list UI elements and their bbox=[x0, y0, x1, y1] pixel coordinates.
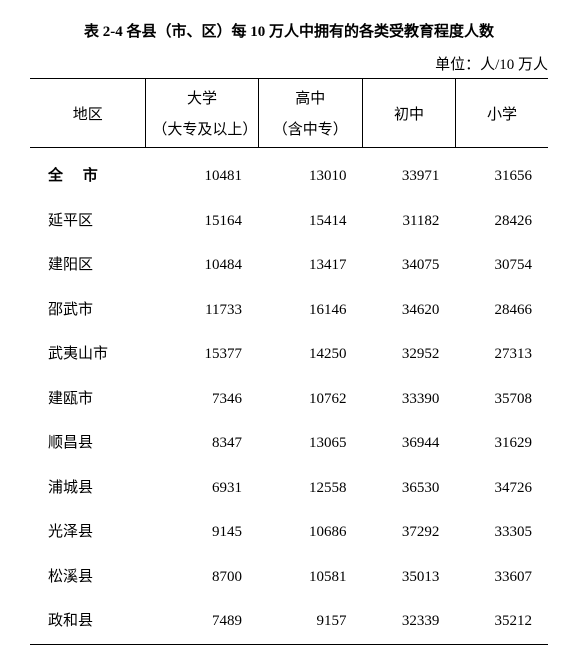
table-row: 政和县748991573233935212 bbox=[30, 599, 548, 644]
col-high-sub: （含中专） bbox=[265, 118, 356, 139]
cell-univ: 11733 bbox=[146, 288, 258, 333]
col-univ-main: 大学 bbox=[152, 87, 251, 108]
cell-univ: 9145 bbox=[146, 510, 258, 555]
cell-middle: 34620 bbox=[363, 288, 456, 333]
table-row: 松溪县8700105813501333607 bbox=[30, 555, 548, 600]
cell-region: 顺昌县 bbox=[30, 421, 146, 466]
cell-primary: 31629 bbox=[455, 421, 548, 466]
cell-primary: 33305 bbox=[455, 510, 548, 555]
cell-high: 10581 bbox=[258, 555, 362, 600]
table-row: 浦城县6931125583653034726 bbox=[30, 466, 548, 511]
cell-region: 全 市 bbox=[30, 148, 146, 199]
cell-primary: 34726 bbox=[455, 466, 548, 511]
cell-primary: 30754 bbox=[455, 243, 548, 288]
table-row: 全 市10481130103397131656 bbox=[30, 148, 548, 199]
cell-univ: 7489 bbox=[146, 599, 258, 644]
cell-middle: 37292 bbox=[363, 510, 456, 555]
cell-univ: 8347 bbox=[146, 421, 258, 466]
table-body: 全 市10481130103397131656延平区15164154143118… bbox=[30, 148, 548, 645]
table-row: 顺昌县8347130653694431629 bbox=[30, 421, 548, 466]
cell-high: 12558 bbox=[258, 466, 362, 511]
cell-primary: 35708 bbox=[455, 377, 548, 422]
col-primary: 小学 bbox=[455, 79, 548, 148]
cell-middle: 36530 bbox=[363, 466, 456, 511]
cell-univ: 10481 bbox=[146, 148, 258, 199]
cell-region: 武夷山市 bbox=[30, 332, 146, 377]
col-univ-sub: （大专及以上） bbox=[152, 118, 251, 139]
col-university: 大学 （大专及以上） bbox=[146, 79, 258, 148]
cell-high: 14250 bbox=[258, 332, 362, 377]
cell-high: 13065 bbox=[258, 421, 362, 466]
cell-region: 松溪县 bbox=[30, 555, 146, 600]
cell-middle: 33971 bbox=[363, 148, 456, 199]
cell-univ: 6931 bbox=[146, 466, 258, 511]
table-title: 表 2-4 各县（市、区）每 10 万人中拥有的各类受教育程度人数 bbox=[30, 20, 548, 41]
cell-primary: 27313 bbox=[455, 332, 548, 377]
education-table: 地区 大学 （大专及以上） 高中 （含中专） 初中 小学 全 市10481130… bbox=[30, 78, 548, 645]
table-row: 邵武市11733161463462028466 bbox=[30, 288, 548, 333]
cell-middle: 36944 bbox=[363, 421, 456, 466]
cell-middle: 33390 bbox=[363, 377, 456, 422]
cell-region: 浦城县 bbox=[30, 466, 146, 511]
cell-region: 建瓯市 bbox=[30, 377, 146, 422]
header-row: 地区 大学 （大专及以上） 高中 （含中专） 初中 小学 bbox=[30, 79, 548, 148]
col-region: 地区 bbox=[30, 79, 146, 148]
cell-middle: 32339 bbox=[363, 599, 456, 644]
cell-high: 13010 bbox=[258, 148, 362, 199]
cell-middle: 35013 bbox=[363, 555, 456, 600]
cell-high: 13417 bbox=[258, 243, 362, 288]
cell-high: 16146 bbox=[258, 288, 362, 333]
cell-region: 邵武市 bbox=[30, 288, 146, 333]
col-middle: 初中 bbox=[363, 79, 456, 148]
cell-middle: 31182 bbox=[363, 199, 456, 244]
cell-univ: 8700 bbox=[146, 555, 258, 600]
cell-univ: 10484 bbox=[146, 243, 258, 288]
cell-primary: 35212 bbox=[455, 599, 548, 644]
cell-primary: 28466 bbox=[455, 288, 548, 333]
cell-univ: 15377 bbox=[146, 332, 258, 377]
table-row: 光泽县9145106863729233305 bbox=[30, 510, 548, 555]
cell-region: 建阳区 bbox=[30, 243, 146, 288]
table-row: 武夷山市15377142503295227313 bbox=[30, 332, 548, 377]
cell-region: 延平区 bbox=[30, 199, 146, 244]
table-row: 建阳区10484134173407530754 bbox=[30, 243, 548, 288]
col-highschool: 高中 （含中专） bbox=[258, 79, 362, 148]
cell-primary: 33607 bbox=[455, 555, 548, 600]
table-row: 延平区15164154143118228426 bbox=[30, 199, 548, 244]
unit-label: 单位：人/10 万人 bbox=[30, 53, 548, 74]
cell-region: 政和县 bbox=[30, 599, 146, 644]
table-row: 建瓯市7346107623339035708 bbox=[30, 377, 548, 422]
cell-high: 15414 bbox=[258, 199, 362, 244]
cell-high: 10686 bbox=[258, 510, 362, 555]
cell-high: 9157 bbox=[258, 599, 362, 644]
cell-middle: 32952 bbox=[363, 332, 456, 377]
cell-univ: 15164 bbox=[146, 199, 258, 244]
col-high-main: 高中 bbox=[265, 87, 356, 108]
cell-primary: 31656 bbox=[455, 148, 548, 199]
cell-middle: 34075 bbox=[363, 243, 456, 288]
cell-region: 光泽县 bbox=[30, 510, 146, 555]
cell-high: 10762 bbox=[258, 377, 362, 422]
cell-primary: 28426 bbox=[455, 199, 548, 244]
cell-univ: 7346 bbox=[146, 377, 258, 422]
